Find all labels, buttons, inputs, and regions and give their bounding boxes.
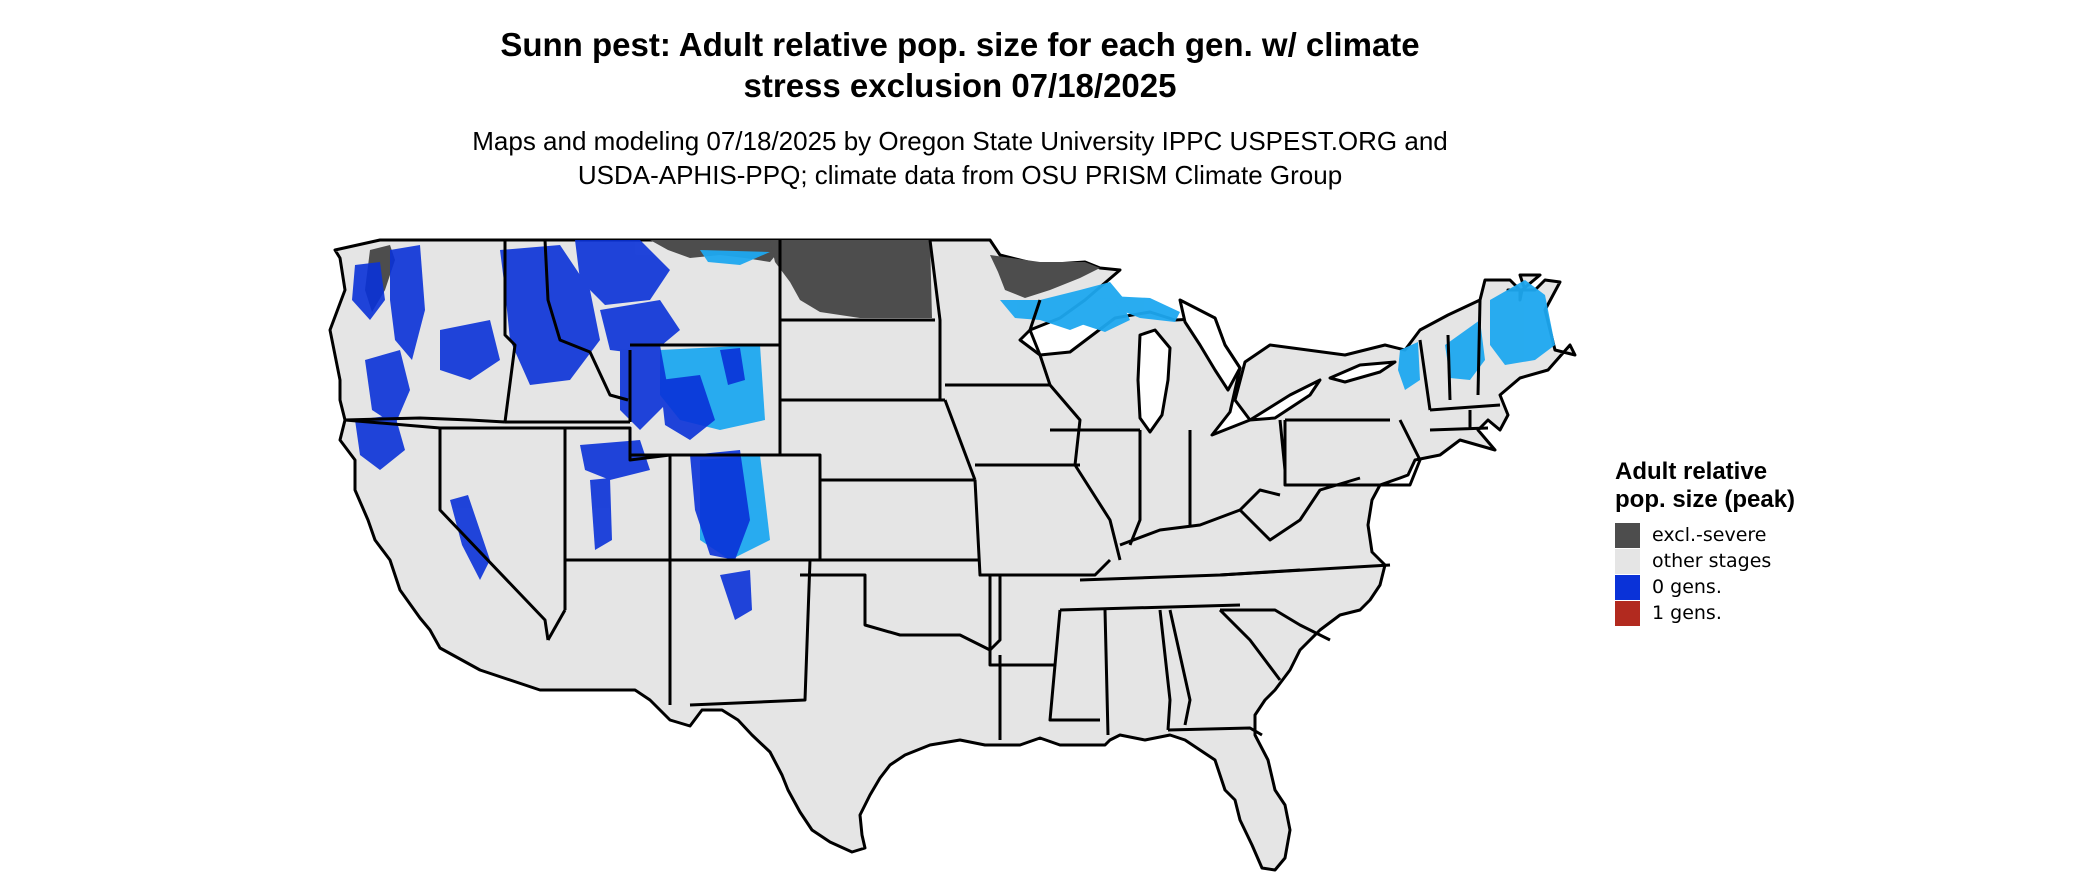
border-la [1000, 663, 1100, 722]
border-ne-ia [943, 399, 977, 481]
blue-sierra [450, 495, 490, 580]
blue-sw-montana [600, 300, 680, 355]
zero-gens-dark-areas [352, 240, 752, 620]
border-wv-va [1238, 476, 1361, 542]
light-blue-vt-nh [1445, 320, 1485, 380]
border-ky-north [1119, 488, 1281, 547]
legend-swatch [1615, 548, 1640, 574]
border-nh-me [1476, 299, 1482, 396]
excluded-north-dakota [770, 240, 932, 318]
border-pa [1283, 419, 1422, 487]
lake-michigan [1136, 328, 1172, 434]
blue-or-cascades [365, 350, 410, 425]
map-subtitle-line-1: Maps and modeling 07/18/2025 by Oregon S… [472, 126, 1448, 156]
map-subtitle: Maps and modeling 07/18/2025 by Oregon S… [400, 124, 1520, 192]
border-ga-sc [1218, 608, 1282, 681]
blue-nm-north [720, 570, 752, 620]
border-or-ca [344, 418, 441, 430]
border-ia-il [1048, 384, 1122, 561]
border-ny-vt [1418, 339, 1432, 411]
border-wa-or [344, 416, 506, 424]
border-al-ga [1168, 609, 1192, 726]
legend-label: excl.-severe [1652, 524, 1767, 546]
state-borders [344, 239, 1501, 740]
lake-ontario [1328, 360, 1397, 384]
border-vt-nh [1446, 334, 1452, 401]
border-ga-fl [1167, 726, 1263, 737]
border-ct-ri [1429, 410, 1489, 432]
border-ma [1429, 403, 1501, 412]
blue-wyoming-nw [620, 345, 670, 430]
legend-item: excl.-severe [1615, 522, 1815, 548]
legend-title: Adult relative pop. size (peak) [1615, 458, 1796, 513]
blue-bighorns [720, 348, 745, 385]
border-nm [670, 558, 812, 707]
map-title-line-1: Sunn pest: Adult relative pop. size for … [500, 26, 1420, 63]
legend-label: other stages [1652, 550, 1772, 572]
blue-co-rockies [690, 450, 750, 560]
map-subtitle-line-2: USDA-APHIS-PPQ; climate data from OSU PR… [577, 160, 1343, 190]
blue-uinta [580, 440, 650, 480]
blue-wa-cascades [390, 245, 425, 360]
blue-wasatch [590, 478, 612, 550]
border-ut-wy [565, 426, 671, 462]
light-blue-wi-north [1070, 298, 1130, 332]
excluded-minnesota [990, 255, 1100, 298]
legend-swatch [1615, 574, 1640, 600]
border-ok [800, 573, 1002, 652]
blue-wind-river [660, 375, 715, 440]
map-title-line-2: stress exclusion 07/18/2025 [743, 67, 1177, 104]
great-lakes [1136, 298, 1397, 434]
blue-n-ca [355, 415, 405, 470]
lake-huron [1178, 298, 1242, 392]
legend-item: other stages [1615, 548, 1815, 574]
blue-or-blue-mtns [440, 320, 500, 380]
legend-swatch [1615, 522, 1640, 548]
legend: Adult relative pop. size (peak) excl.-se… [1615, 458, 1815, 626]
border-ca-nv [438, 428, 550, 641]
border-ms-al [1103, 609, 1172, 736]
legend-item: 1 gens. [1615, 600, 1815, 626]
border-tn-south [1059, 603, 1241, 612]
border-mn-wi [1028, 299, 1052, 386]
light-blue-north-mt [700, 250, 770, 265]
border-va-nc [1219, 563, 1391, 577]
legend-items: excl.-severe other stages 0 gens. 1 gens. [1615, 522, 1815, 626]
border-mo [973, 479, 1112, 577]
legend-item: 0 gens. [1615, 574, 1815, 600]
border-il-in [1128, 430, 1142, 546]
legend-label: 0 gens. [1652, 576, 1722, 598]
lake-erie [1248, 378, 1322, 422]
border-nd-mn [928, 239, 942, 400]
blue-idaho [500, 245, 600, 385]
border-nc-sc [1220, 608, 1331, 642]
light-blue-up-michigan [1110, 296, 1180, 322]
map-title: Sunn pest: Adult relative pop. size for … [420, 24, 1500, 106]
border-nv-az [546, 609, 567, 641]
legend-label: 1 gens. [1652, 602, 1722, 624]
light-blue-ny [1398, 342, 1420, 390]
border-wa-id [503, 240, 517, 423]
light-blue-maine [1490, 280, 1555, 365]
blue-wa-olympics [352, 262, 385, 320]
border-id-mt [503, 239, 629, 402]
legend-swatch [1615, 600, 1640, 626]
blue-nw-montana [575, 240, 670, 305]
